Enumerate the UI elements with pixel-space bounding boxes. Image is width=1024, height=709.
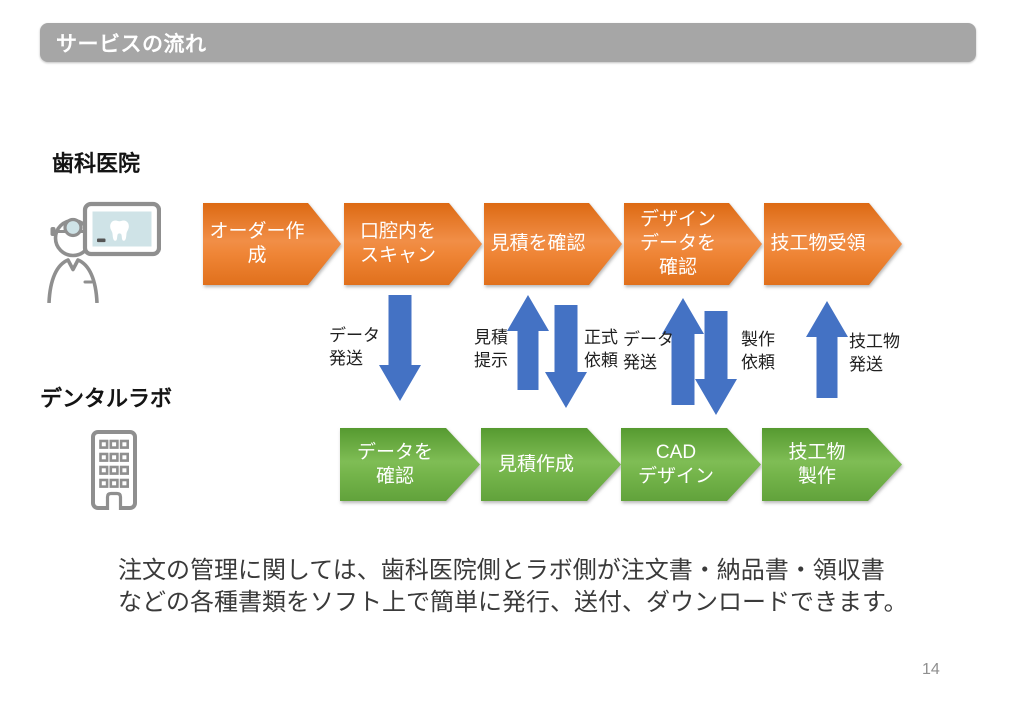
slide-title-bar: サービスの流れ: [40, 23, 976, 62]
transfer-arrow-down-data-send: [379, 295, 421, 401]
lab-step-check-data: データを 確認: [340, 428, 480, 501]
clinic-step-label: デザイン データを 確認: [624, 203, 762, 285]
clinic-step-intraoral-scan: 口腔内を スキャン: [344, 203, 482, 285]
transfer-label-production-request: 製作 依頼: [741, 330, 775, 372]
transfer-arrow-up-prosthesis-send: [806, 301, 848, 398]
clinic-step-receive-prosthesis: 技工物受領: [764, 203, 902, 285]
clinic-step-label: 技工物受領: [764, 203, 902, 285]
lab-step-label: 技工物 製作: [762, 428, 902, 501]
slide-note: 注文の管理に関しては、歯科医院側とラボ側が注文書・納品書・領収書 などの各種書類…: [118, 557, 908, 616]
lab-step-cad-design: CAD デザイン: [621, 428, 761, 501]
transfer-label-formal-request: 正式 依頼: [584, 328, 618, 370]
transfer-arrow-up-data-send: [662, 298, 704, 405]
lab-step-produce-prosthesis: 技工物 製作: [762, 428, 902, 501]
transfer-arrow-up-estimate-present: [507, 295, 549, 390]
clinic-step-order-create: オーダー作 成: [203, 203, 341, 285]
slide-title: サービスの流れ: [56, 32, 207, 56]
lab-step-label: 見積作成: [481, 428, 621, 501]
transfer-label-data-send-2: データ 発送: [623, 330, 674, 372]
page-number: 14: [922, 661, 940, 678]
transfer-arrow-down-formal-request: [545, 305, 587, 408]
lab-actor-label: デンタルラボ: [40, 386, 173, 411]
clinic-step-check-estimate: 見積を確認: [484, 203, 622, 285]
clinic-step-label: 口腔内を スキャン: [344, 203, 482, 285]
transfer-label-estimate-present: 見積 提示: [474, 328, 508, 370]
lab-step-label: CAD デザイン: [621, 428, 761, 501]
lab-step-create-estimate: 見積作成: [481, 428, 621, 501]
clinic-actor-label: 歯科医院: [52, 151, 141, 176]
transfer-label-data-send-1: データ 発送: [329, 326, 380, 368]
clinic-step-check-design-data: デザイン データを 確認: [624, 203, 762, 285]
clinic-step-label: 見積を確認: [484, 203, 622, 285]
transfer-arrow-down-production-request: [695, 311, 737, 415]
clinic-step-label: オーダー作 成: [203, 203, 341, 285]
dentist-with-monitor-icon: [47, 201, 161, 303]
lab-step-label: データを 確認: [340, 428, 480, 501]
transfer-label-prosthesis-send: 技工物 発送: [849, 332, 900, 374]
office-building-icon: [91, 430, 137, 510]
